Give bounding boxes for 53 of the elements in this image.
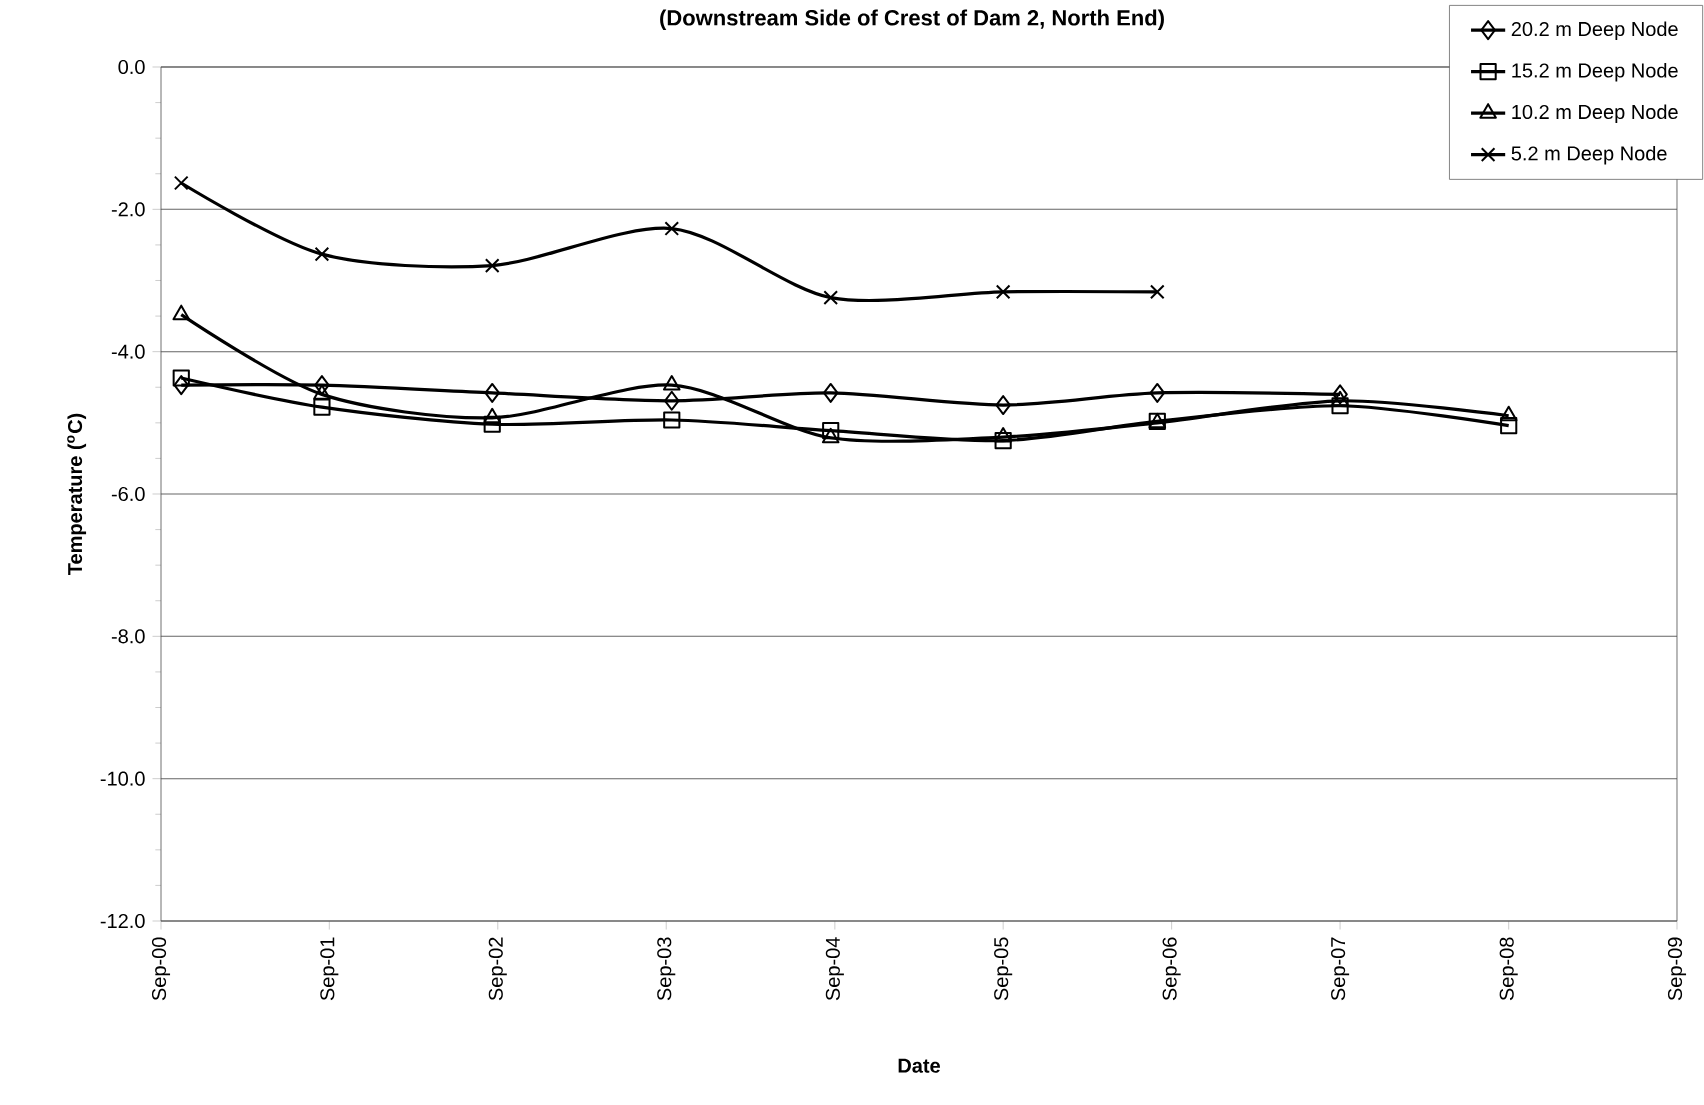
x-tick-label: Sep-08 bbox=[1499, 937, 1518, 1001]
chart-title: (Downstream Side of Crest of Dam 2, North End) bbox=[660, 9, 1164, 30]
point bbox=[1331, 397, 1349, 415]
point bbox=[1499, 405, 1518, 422]
point bbox=[822, 422, 840, 440]
point bbox=[483, 415, 501, 433]
x-tick-label: Sep-05 bbox=[994, 937, 1013, 1001]
point bbox=[995, 284, 1011, 300]
point bbox=[314, 375, 330, 396]
legend-label: 5.2 m Deep Node bbox=[1511, 145, 1667, 165]
point bbox=[822, 382, 839, 403]
point bbox=[662, 375, 681, 391]
x-axis-title: Date bbox=[898, 1058, 940, 1073]
y-tick-label: -8.0 bbox=[111, 629, 145, 644]
point bbox=[823, 290, 839, 305]
point bbox=[664, 390, 680, 411]
point bbox=[994, 432, 1012, 450]
x-tick-label: Sep-04 bbox=[825, 937, 844, 1001]
point bbox=[172, 304, 191, 321]
y-tick-label: 0.0 bbox=[118, 59, 145, 75]
point bbox=[664, 221, 680, 236]
point bbox=[173, 375, 189, 396]
point bbox=[995, 395, 1011, 416]
point bbox=[314, 246, 330, 262]
legend-label: 15.2 m Deep Node bbox=[1512, 62, 1678, 82]
x-tick-label: Sep-01 bbox=[320, 937, 339, 1001]
y-tick-label: -10.0 bbox=[100, 771, 145, 786]
point bbox=[1500, 417, 1518, 435]
x-tick-label: Sep-00 bbox=[151, 937, 171, 1001]
x-tick-label: Sep-06 bbox=[1162, 937, 1181, 1001]
y-axis-title: Temperature ($^{o}$C) bbox=[67, 413, 87, 576]
point bbox=[663, 411, 681, 429]
point bbox=[313, 398, 331, 416]
point bbox=[484, 382, 500, 403]
y-tick-label: -2.0 bbox=[111, 202, 145, 217]
point bbox=[313, 384, 331, 400]
legend-label: 10.2 m Deep Node bbox=[1512, 104, 1678, 124]
point bbox=[172, 369, 190, 387]
y-tick-label: -4.0 bbox=[111, 344, 145, 359]
point bbox=[484, 258, 500, 273]
y-tick-label: -6.0 bbox=[111, 486, 145, 502]
point bbox=[1332, 384, 1348, 405]
x-tick-label: Sep-07 bbox=[1331, 937, 1350, 1001]
point bbox=[1149, 284, 1165, 300]
point bbox=[173, 175, 189, 191]
x-tick-label: Sep-03 bbox=[657, 937, 676, 1001]
x-tick-label: Sep-09 bbox=[1667, 937, 1687, 1001]
legend-label: 20.2 m Deep Node bbox=[1511, 21, 1678, 41]
point bbox=[483, 407, 502, 424]
point bbox=[1149, 382, 1166, 403]
x-tick-label: Sep-02 bbox=[488, 937, 507, 1001]
point bbox=[821, 427, 840, 444]
y-tick-label: -12.0 bbox=[100, 913, 145, 929]
